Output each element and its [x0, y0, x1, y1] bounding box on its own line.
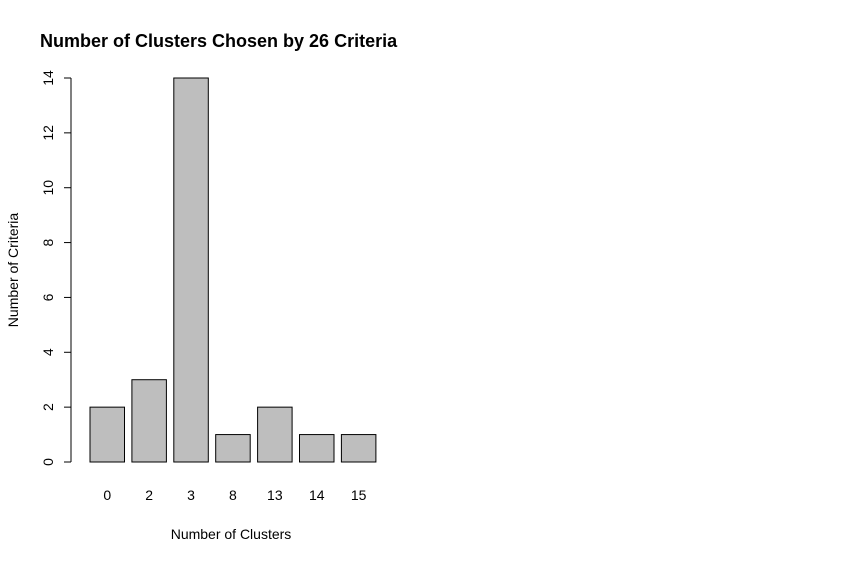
chart-title: Number of Clusters Chosen by 26 Criteria	[40, 31, 398, 51]
x-tick-labels: 0 2 3 8 13 14 15	[103, 487, 366, 503]
y-tick-label: 4	[40, 348, 56, 356]
x-tick-label: 2	[145, 487, 153, 503]
y-tick-label: 8	[40, 238, 56, 246]
y-axis-title: Number of Criteria	[5, 213, 21, 328]
y-tick-label: 6	[40, 293, 56, 301]
x-tick-label: 14	[309, 487, 325, 503]
x-tick-label: 15	[351, 487, 367, 503]
bar-15	[340, 434, 377, 463]
x-axis-title: Number of Clusters	[171, 526, 292, 542]
y-tick-label: 14	[40, 70, 56, 86]
y-tick-label: 0	[40, 458, 56, 466]
x-tick-label: 0	[103, 487, 111, 503]
y-tick-label: 2	[40, 403, 56, 411]
bar-8	[215, 434, 251, 463]
x-tick-label: 3	[187, 487, 195, 503]
bar-0	[89, 406, 125, 463]
x-tick-label: 13	[267, 487, 283, 503]
bar-13	[257, 406, 293, 463]
x-tick-label: 8	[229, 487, 237, 503]
bars-group	[89, 77, 377, 463]
bar-3	[173, 77, 209, 463]
y-axis: 0 2 4 6 8 10 12 14	[40, 70, 72, 466]
y-tick-label: 12	[40, 125, 56, 141]
bar-14	[299, 434, 335, 463]
y-tick-label: 10	[40, 180, 56, 196]
bar-2	[131, 379, 167, 463]
